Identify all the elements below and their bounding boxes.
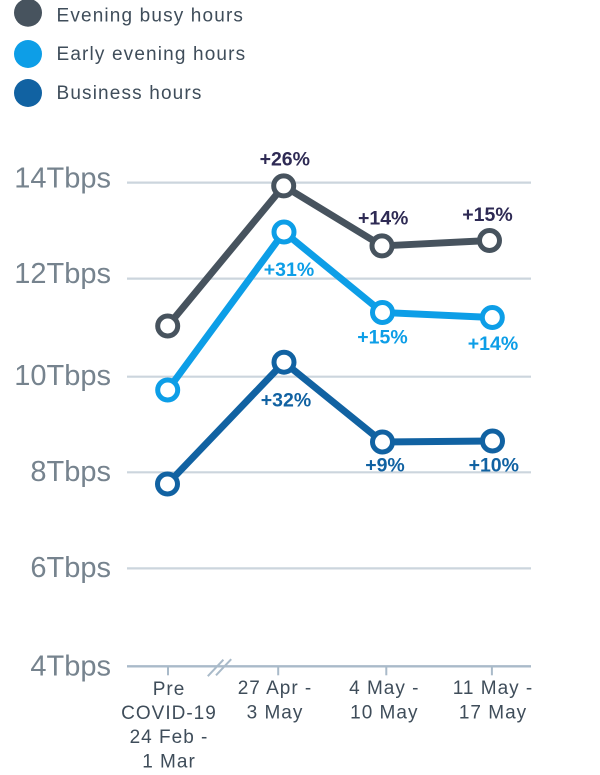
svg-text:10 May: 10 May xyxy=(350,703,418,724)
svg-text:Pre: Pre xyxy=(153,679,186,700)
svg-text:8Tbps: 8Tbps xyxy=(30,456,111,488)
svg-text:+14%: +14% xyxy=(358,208,408,230)
svg-text:24 Feb -: 24 Feb - xyxy=(130,727,209,748)
svg-text:11 May -: 11 May - xyxy=(453,678,534,699)
svg-text:COVID-19: COVID-19 xyxy=(121,703,217,724)
svg-text:17 May: 17 May xyxy=(459,703,527,724)
svg-text:+10%: +10% xyxy=(469,455,519,477)
svg-text:+9%: +9% xyxy=(365,455,405,477)
svg-text:4Tbps: 4Tbps xyxy=(30,650,111,682)
svg-text:+15%: +15% xyxy=(462,204,512,226)
svg-text:Business hours: Business hours xyxy=(57,83,203,104)
svg-text:+32%: +32% xyxy=(261,390,311,412)
svg-text:3 May: 3 May xyxy=(247,703,304,724)
svg-text:+14%: +14% xyxy=(468,333,518,355)
svg-text:14Tbps: 14Tbps xyxy=(14,162,111,194)
svg-text:6Tbps: 6Tbps xyxy=(30,552,111,584)
svg-text:+26%: +26% xyxy=(260,149,310,171)
svg-text:12Tbps: 12Tbps xyxy=(14,258,111,290)
svg-text:27 Apr -: 27 Apr - xyxy=(238,678,313,699)
svg-text:+15%: +15% xyxy=(357,327,407,349)
svg-text:10Tbps: 10Tbps xyxy=(14,360,111,392)
svg-text:Early evening hours: Early evening hours xyxy=(57,44,247,65)
svg-text:+31%: +31% xyxy=(264,259,314,281)
svg-text:4 May -: 4 May - xyxy=(349,678,419,699)
svg-text:1 Mar: 1 Mar xyxy=(142,752,196,771)
svg-text:Evening busy hours: Evening busy hours xyxy=(57,5,245,26)
